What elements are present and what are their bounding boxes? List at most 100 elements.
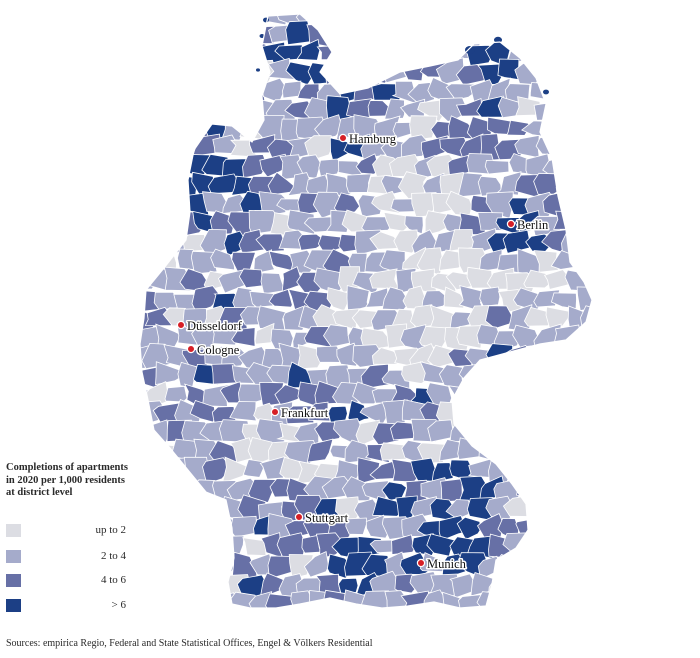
district bbox=[649, 401, 676, 423]
district bbox=[555, 555, 579, 579]
legend-swatch bbox=[6, 550, 21, 563]
legend-swatch bbox=[6, 599, 21, 612]
district bbox=[671, 23, 694, 46]
district bbox=[525, 38, 549, 67]
district bbox=[140, 153, 150, 181]
district bbox=[655, 616, 680, 634]
district bbox=[303, 551, 330, 578]
district bbox=[527, 496, 555, 521]
legend-swatch bbox=[6, 524, 21, 537]
district bbox=[648, 174, 675, 197]
district bbox=[554, 399, 580, 428]
district bbox=[173, 592, 200, 608]
district bbox=[681, 77, 700, 101]
district bbox=[515, 96, 541, 117]
district bbox=[670, 363, 693, 387]
district bbox=[513, 555, 541, 580]
district bbox=[249, 290, 277, 308]
district bbox=[552, 133, 581, 158]
district bbox=[220, 76, 248, 102]
district bbox=[401, 361, 428, 384]
district bbox=[445, 499, 472, 520]
district bbox=[314, 114, 343, 139]
district bbox=[398, 20, 432, 46]
city-munich: Munich bbox=[416, 556, 468, 573]
district bbox=[478, 441, 504, 463]
district bbox=[629, 255, 659, 271]
district bbox=[605, 5, 623, 29]
district bbox=[640, 305, 665, 330]
district bbox=[646, 325, 676, 348]
district bbox=[598, 306, 626, 332]
district bbox=[522, 570, 554, 593]
district bbox=[550, 19, 580, 44]
district bbox=[566, 345, 592, 370]
district bbox=[645, 521, 676, 541]
district bbox=[182, 14, 214, 26]
district bbox=[532, 403, 565, 422]
district bbox=[619, 421, 646, 445]
district bbox=[541, 346, 574, 368]
district bbox=[145, 155, 171, 178]
district bbox=[202, 14, 228, 26]
district bbox=[582, 78, 592, 106]
district bbox=[507, 611, 533, 634]
district bbox=[580, 305, 592, 331]
district bbox=[576, 286, 592, 312]
legend-item-2-to-4: 2 to 4 bbox=[6, 550, 126, 564]
district bbox=[331, 44, 364, 60]
district bbox=[238, 229, 266, 254]
district bbox=[514, 398, 541, 424]
district bbox=[360, 21, 392, 47]
district bbox=[693, 609, 700, 634]
district bbox=[550, 292, 577, 310]
district bbox=[594, 289, 621, 309]
district bbox=[638, 503, 664, 523]
district bbox=[561, 464, 588, 482]
district bbox=[689, 405, 700, 428]
district bbox=[624, 274, 644, 292]
district bbox=[190, 514, 223, 541]
district bbox=[140, 175, 167, 197]
district bbox=[306, 438, 334, 463]
district bbox=[645, 248, 677, 271]
district bbox=[574, 102, 592, 121]
district bbox=[477, 361, 505, 387]
district bbox=[650, 287, 678, 309]
city-marker-berlin bbox=[506, 219, 516, 229]
district bbox=[193, 100, 219, 117]
district bbox=[392, 609, 419, 629]
district bbox=[661, 233, 686, 254]
district bbox=[141, 342, 171, 370]
district bbox=[231, 327, 256, 347]
district bbox=[516, 437, 544, 464]
district bbox=[161, 611, 190, 628]
city-dusseldorf: Düsseldorf bbox=[176, 318, 244, 335]
legend-item-up-to-2: up to 2 bbox=[6, 524, 126, 538]
district bbox=[636, 117, 667, 140]
district bbox=[175, 96, 199, 120]
district bbox=[412, 610, 440, 635]
district bbox=[660, 459, 688, 481]
district bbox=[630, 442, 660, 464]
district bbox=[333, 14, 362, 22]
district bbox=[206, 39, 224, 66]
district bbox=[507, 425, 534, 446]
district bbox=[407, 82, 435, 105]
district bbox=[143, 615, 174, 632]
district bbox=[573, 596, 592, 608]
district bbox=[608, 63, 639, 84]
district bbox=[674, 307, 700, 332]
city-berlin: Berlin bbox=[506, 217, 550, 234]
district bbox=[496, 369, 522, 383]
district bbox=[563, 116, 592, 143]
district bbox=[519, 591, 543, 608]
district bbox=[431, 462, 454, 484]
city-marker-frankfurt bbox=[270, 407, 280, 417]
district bbox=[640, 419, 670, 444]
district bbox=[478, 403, 506, 426]
district bbox=[140, 134, 164, 155]
district bbox=[440, 478, 463, 503]
district bbox=[688, 476, 700, 503]
district bbox=[656, 420, 688, 443]
